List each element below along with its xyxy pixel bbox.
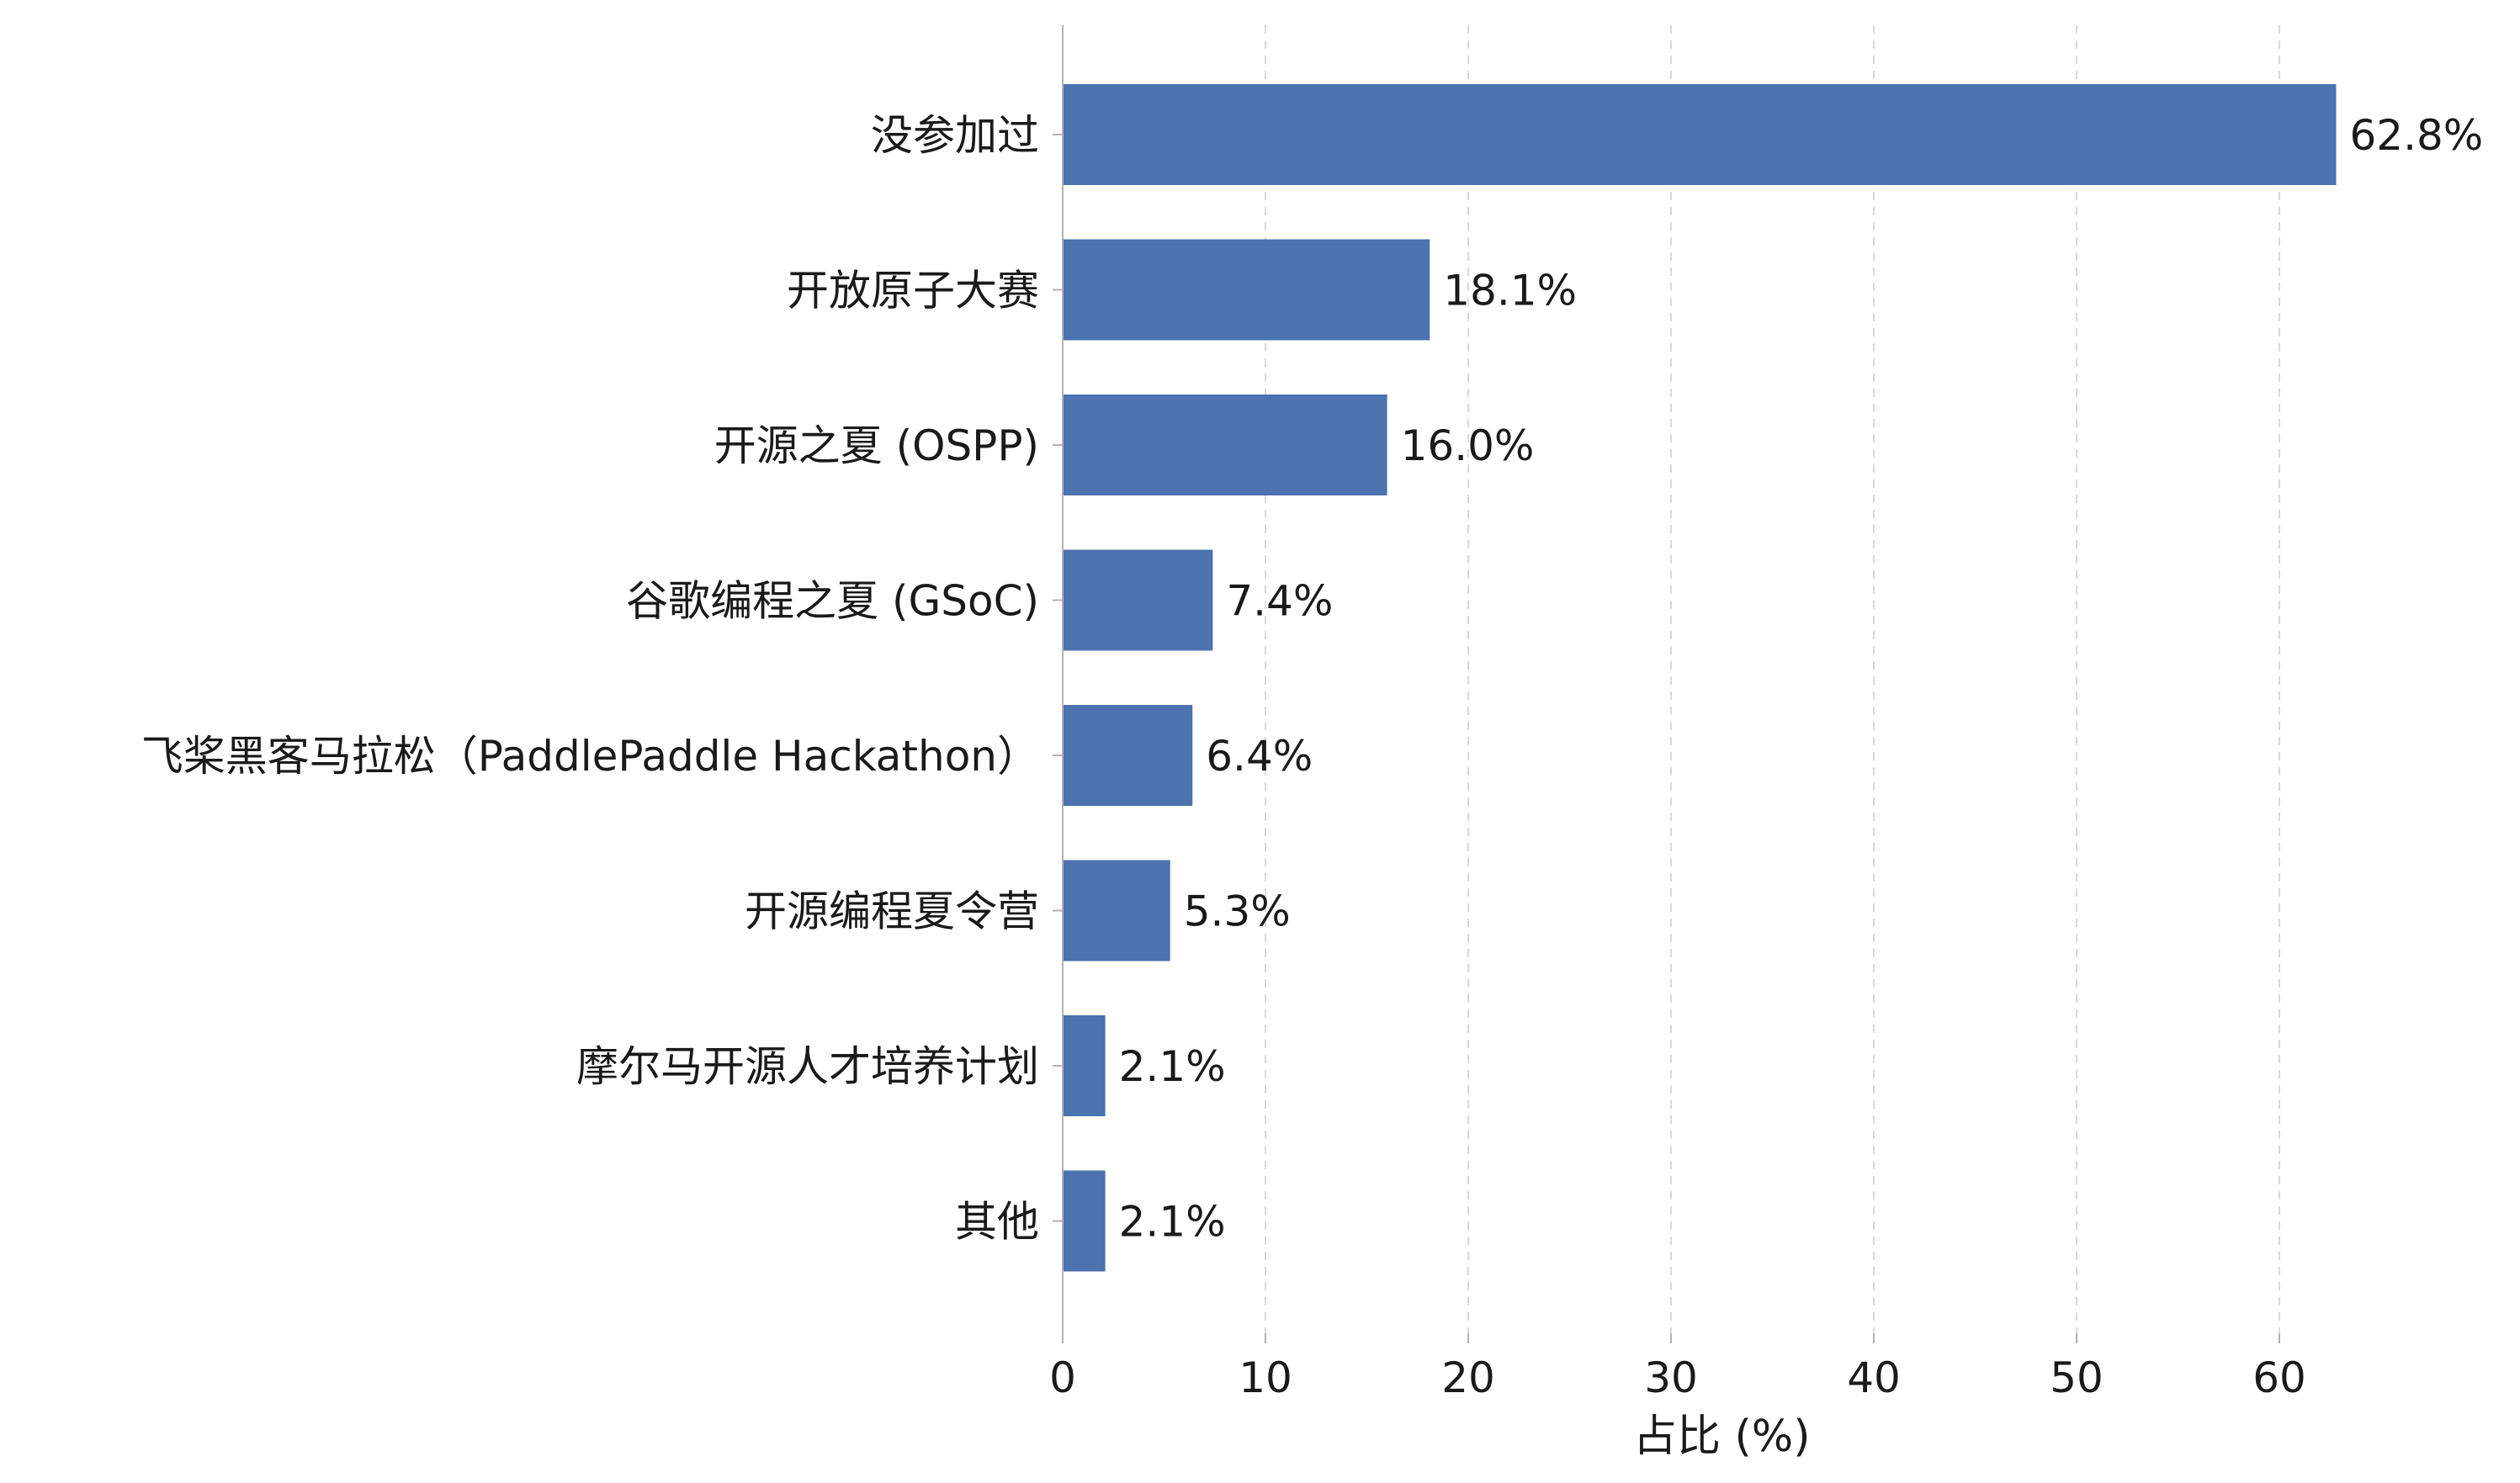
value-label: 2.1% xyxy=(1119,1198,1226,1247)
x-tick-label: 40 xyxy=(1847,1353,1901,1402)
bar xyxy=(1063,549,1213,651)
bar xyxy=(1063,860,1170,961)
value-label: 7.4% xyxy=(1226,577,1333,626)
x-tick-label: 20 xyxy=(1441,1353,1495,1402)
category-label: 开源编程夏令营 xyxy=(745,887,1039,936)
bar xyxy=(1063,239,1430,341)
category-label: 摩尔马开源人才培养计划 xyxy=(576,1042,1039,1091)
category-label: 开源之夏 (OSPP) xyxy=(714,421,1039,470)
value-label: 18.1% xyxy=(1443,267,1577,315)
x-tick-label: 30 xyxy=(1644,1353,1698,1402)
category-label: 开放原子大赛 xyxy=(787,267,1039,315)
category-label: 没参加过 xyxy=(871,111,1039,160)
bar xyxy=(1063,705,1193,806)
value-label: 16.0% xyxy=(1401,421,1535,470)
bar xyxy=(1063,84,2337,185)
x-tick-label: 60 xyxy=(2252,1353,2306,1402)
x-tick-label: 0 xyxy=(1049,1353,1076,1402)
gridlines xyxy=(1265,25,2280,1333)
bars xyxy=(1063,84,2337,1272)
value-label: 2.1% xyxy=(1119,1042,1226,1091)
category-label: 飞桨黑客马拉松（PaddlePaddle Hackathon） xyxy=(141,732,1039,781)
value-label: 6.4% xyxy=(1206,732,1313,781)
value-label: 62.8% xyxy=(2349,111,2483,160)
x-axis-title: 占比 (%) xyxy=(1633,1411,1811,1462)
x-tick-label: 50 xyxy=(2050,1353,2104,1402)
category-label: 其他 xyxy=(955,1198,1039,1247)
axes xyxy=(1053,25,2280,1343)
x-tick-label: 10 xyxy=(1239,1353,1292,1402)
bar xyxy=(1063,1015,1106,1116)
value-label: 5.3% xyxy=(1184,887,1291,936)
labels: 0 10 20 30 40 50 60 没参加过 62.8% 开放原子大赛 18.1% 开源之夏 (O… xyxy=(141,111,2484,1402)
bar xyxy=(1063,1170,1106,1272)
category-label: 谷歌编程之夏 (GSoC) xyxy=(626,577,1039,626)
bar xyxy=(1063,395,1387,495)
